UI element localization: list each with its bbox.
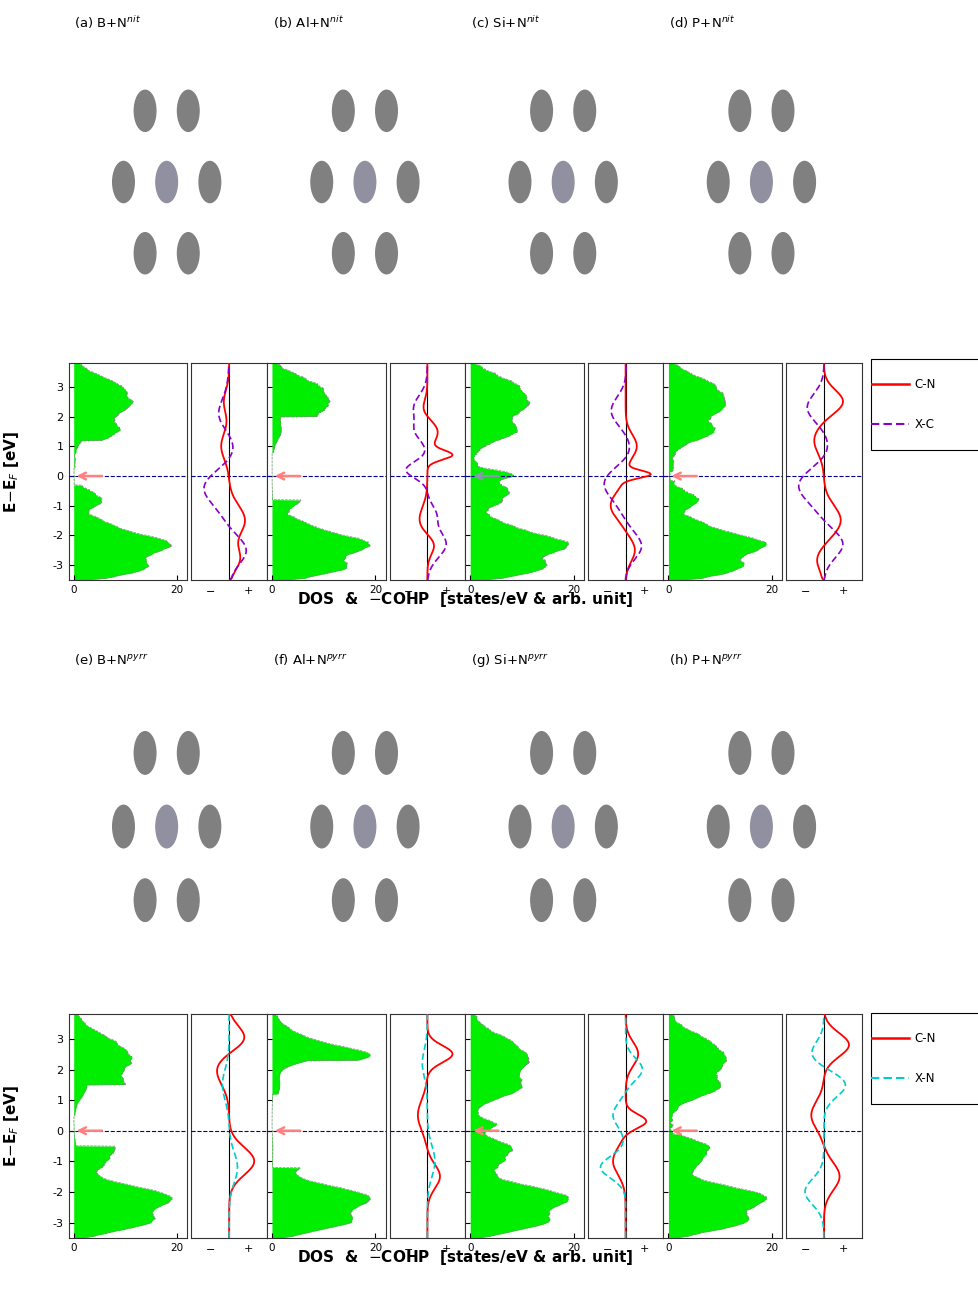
Circle shape [311,805,333,848]
Circle shape [354,805,376,848]
Circle shape [199,805,220,848]
Text: DOS  &  $-$COHP  [states/eV & arb. unit]: DOS & $-$COHP [states/eV & arb. unit] [296,1247,633,1267]
Text: X-N: X-N [913,1072,934,1085]
Circle shape [333,90,354,132]
Circle shape [156,805,177,848]
Circle shape [112,162,134,202]
Circle shape [354,162,376,202]
Text: C-N: C-N [913,378,935,391]
Circle shape [177,233,199,274]
Circle shape [530,732,552,774]
Circle shape [177,90,199,132]
Circle shape [376,880,397,921]
FancyBboxPatch shape [870,358,978,450]
Circle shape [707,162,729,202]
Circle shape [530,233,552,274]
Text: X-C: X-C [913,418,933,431]
Text: E$-$E$_F$ [eV]: E$-$E$_F$ [eV] [2,1085,22,1167]
Text: (c) Si+N$^{nit}$: (c) Si+N$^{nit}$ [470,14,540,31]
Circle shape [376,732,397,774]
Text: C-N: C-N [913,1032,935,1045]
Circle shape [772,233,793,274]
Circle shape [530,90,552,132]
Circle shape [552,162,573,202]
Circle shape [509,162,530,202]
Text: (d) P+N$^{nit}$: (d) P+N$^{nit}$ [669,14,734,31]
Circle shape [573,233,595,274]
Text: (h) P+N$^{pyrr}$: (h) P+N$^{pyrr}$ [669,653,742,668]
Circle shape [707,805,729,848]
Circle shape [573,880,595,921]
Text: (b) Al+N$^{nit}$: (b) Al+N$^{nit}$ [273,14,343,31]
Circle shape [397,162,419,202]
Circle shape [793,805,815,848]
Circle shape [573,90,595,132]
FancyBboxPatch shape [870,1012,978,1104]
Text: (g) Si+N$^{pyrr}$: (g) Si+N$^{pyrr}$ [470,653,548,670]
Text: E$-$E$_F$ [eV]: E$-$E$_F$ [eV] [2,430,22,513]
Circle shape [333,732,354,774]
Circle shape [750,805,772,848]
Circle shape [376,90,397,132]
Circle shape [376,233,397,274]
Text: (e) B+N$^{pyrr}$: (e) B+N$^{pyrr}$ [74,653,149,668]
Circle shape [552,805,573,848]
Circle shape [156,162,177,202]
Circle shape [134,732,156,774]
Circle shape [199,162,220,202]
Circle shape [729,90,750,132]
Circle shape [750,162,772,202]
Circle shape [530,880,552,921]
Circle shape [177,732,199,774]
Circle shape [333,880,354,921]
Circle shape [134,90,156,132]
Circle shape [595,805,616,848]
Circle shape [729,233,750,274]
Circle shape [573,732,595,774]
Text: (f) Al+N$^{pyrr}$: (f) Al+N$^{pyrr}$ [273,653,347,668]
Text: DOS  &  $-$COHP  [states/eV & arb. unit]: DOS & $-$COHP [states/eV & arb. unit] [296,589,633,609]
Text: (a) B+N$^{nit}$: (a) B+N$^{nit}$ [74,14,142,31]
Circle shape [729,732,750,774]
Circle shape [729,880,750,921]
Circle shape [177,880,199,921]
Circle shape [595,162,616,202]
Circle shape [397,805,419,848]
Circle shape [509,805,530,848]
Circle shape [134,233,156,274]
Circle shape [311,162,333,202]
Circle shape [772,880,793,921]
Circle shape [134,880,156,921]
Circle shape [333,233,354,274]
Circle shape [772,732,793,774]
Circle shape [772,90,793,132]
Circle shape [112,805,134,848]
Circle shape [793,162,815,202]
